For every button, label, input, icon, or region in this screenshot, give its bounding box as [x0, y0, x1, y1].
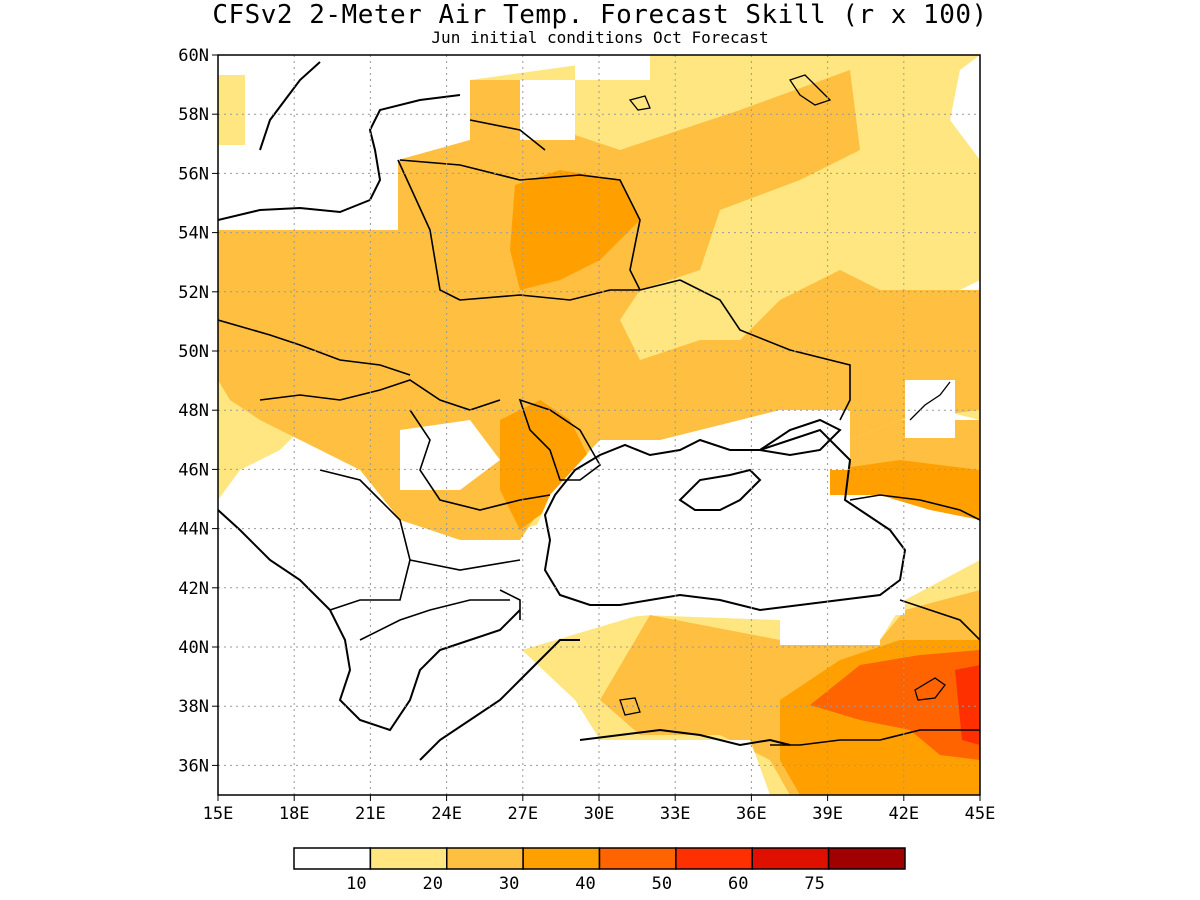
colorbar-label: 60: [728, 874, 748, 894]
skill-region-50-60-east-turkey: [955, 665, 980, 745]
lon-tick-label: 30E: [584, 804, 615, 824]
colorbar-label: 10: [346, 874, 366, 894]
border-slovakia-hungary: [259, 379, 501, 411]
lake-van: [914, 677, 946, 701]
lat-tick-label: 48N: [178, 401, 209, 421]
skill-region-30-40-belarus: [510, 170, 640, 290]
border-romania: [409, 409, 551, 511]
crimea-coast: [678, 468, 762, 511]
lon-tick-label: 33E: [660, 804, 691, 824]
border-belarus-ukraine: [459, 279, 681, 301]
lon-tick-label: 39E: [812, 804, 843, 824]
lon-tick-label: 45E: [965, 804, 996, 824]
lon-tick-label: 42E: [888, 804, 919, 824]
border-moldova: [518, 398, 602, 481]
lat-tick-label: 36N: [178, 756, 209, 776]
page-title: CFSv2 2-Meter Air Temp. Forecast Skill (…: [212, 0, 988, 30]
colorbar-swatch: [522, 847, 601, 870]
colorbar-swatch: [598, 847, 677, 870]
dinaric-mask: [400, 420, 500, 490]
east-caucasus-mask: [860, 500, 980, 560]
skill-region-40-50-east-turkey: [810, 650, 980, 760]
lat-tick-label: 58N: [178, 105, 209, 125]
latitude-axis: 60N 58N 56N 54N 52N 50N 48N 46N 44N 42N 40N 38N 36N: [178, 46, 218, 776]
baltic-finland-mask: [575, 55, 650, 80]
anatolia-south-coast: [579, 728, 791, 747]
coastlines: [218, 61, 907, 761]
lat-tick-label: 56N: [178, 164, 209, 184]
border-poland-germany: [218, 319, 411, 376]
colorbar-swatch: [827, 847, 906, 870]
lat-tick-label: 38N: [178, 697, 209, 717]
lat-tick-label: 54N: [178, 224, 209, 244]
adriatic-coast: [218, 509, 521, 732]
colorbar-label: 30: [499, 874, 519, 894]
page-subtitle: Jun initial conditions Oct Forecast: [431, 28, 769, 47]
lon-tick-label: 24E: [431, 804, 462, 824]
baltic-coast: [218, 94, 461, 221]
lakes-islands: [619, 74, 951, 716]
lat-tick-label: 40N: [178, 638, 209, 658]
border-baltics: [399, 119, 546, 181]
border-belarus-russia: [519, 174, 641, 291]
colorbar-label: 50: [652, 874, 672, 894]
lon-tick-label: 27E: [507, 804, 538, 824]
border-ukraine-russia: [679, 279, 851, 421]
colorbar-swatch: [751, 847, 830, 870]
lat-tick-label: 42N: [178, 579, 209, 599]
volga-mask: [905, 380, 955, 438]
lat-tick-label: 52N: [178, 283, 209, 303]
border-caucasus: [849, 494, 980, 521]
aegean-coast: [419, 639, 580, 761]
lon-tick-label: 21E: [355, 804, 386, 824]
longitude-axis: 15E 18E 21E 24E 27E 30E 33E 36E 39E 42E 45E: [203, 795, 996, 824]
lat-tick-label: 46N: [178, 460, 209, 480]
cyprus-island: [619, 697, 641, 716]
black-sea-coast: [543, 428, 907, 612]
finland-gulf-mask: [520, 80, 575, 140]
black-sea-mask: [522, 410, 905, 645]
colorbar-label: 75: [804, 874, 824, 894]
lat-tick-label: 44N: [178, 520, 209, 540]
scandinavia-mask: [218, 55, 470, 230]
colorbar-label: 20: [423, 874, 443, 894]
scandinavia-coast: [259, 61, 321, 151]
ladoga-lake: [628, 95, 651, 111]
colorbar-swatch: [675, 847, 753, 870]
colorbar-swatch: [293, 847, 372, 870]
shading-layer: [218, 55, 980, 795]
colorbar-swatch: [369, 847, 448, 870]
skill-region-30-40-moldova: [500, 400, 590, 530]
lon-tick-label: 18E: [279, 804, 310, 824]
border-poland-belarus: [397, 159, 461, 301]
lat-tick-label: 50N: [178, 342, 209, 362]
lon-tick-label: 36E: [736, 804, 767, 824]
colorbar-label: 40: [575, 874, 595, 894]
volga-river: [909, 381, 951, 421]
border-turkey: [499, 589, 980, 746]
azov-coast: [757, 418, 842, 457]
onega-lake: [788, 74, 832, 106]
lon-tick-label: 15E: [203, 804, 234, 824]
colorbar: 10 20 30 40 50 60 75: [293, 847, 906, 894]
skill-region-10-20-nw: [218, 75, 245, 145]
border-balkans: [319, 469, 521, 641]
lat-tick-label: 60N: [178, 46, 209, 66]
gridlines: [218, 55, 980, 795]
country-borders: [218, 119, 980, 746]
colorbar-swatch: [446, 847, 524, 870]
ne-corner-mask: [950, 55, 980, 160]
